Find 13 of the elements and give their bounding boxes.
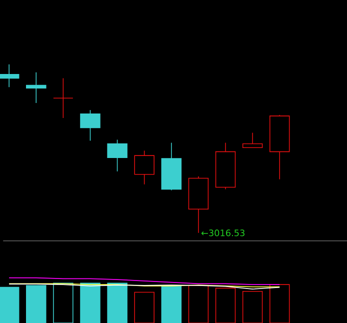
candlestick <box>134 150 154 185</box>
candlestick <box>107 139 128 172</box>
candlestick <box>242 132 263 148</box>
candlestick <box>0 64 20 88</box>
bar <box>26 285 46 323</box>
annotation: ←3016.53 <box>201 229 244 236</box>
bar <box>107 282 128 323</box>
candlestick <box>80 110 100 142</box>
bar <box>161 286 182 323</box>
candlestick <box>53 78 74 118</box>
bar <box>80 282 100 323</box>
bar <box>0 286 20 323</box>
candlestick <box>26 72 46 104</box>
